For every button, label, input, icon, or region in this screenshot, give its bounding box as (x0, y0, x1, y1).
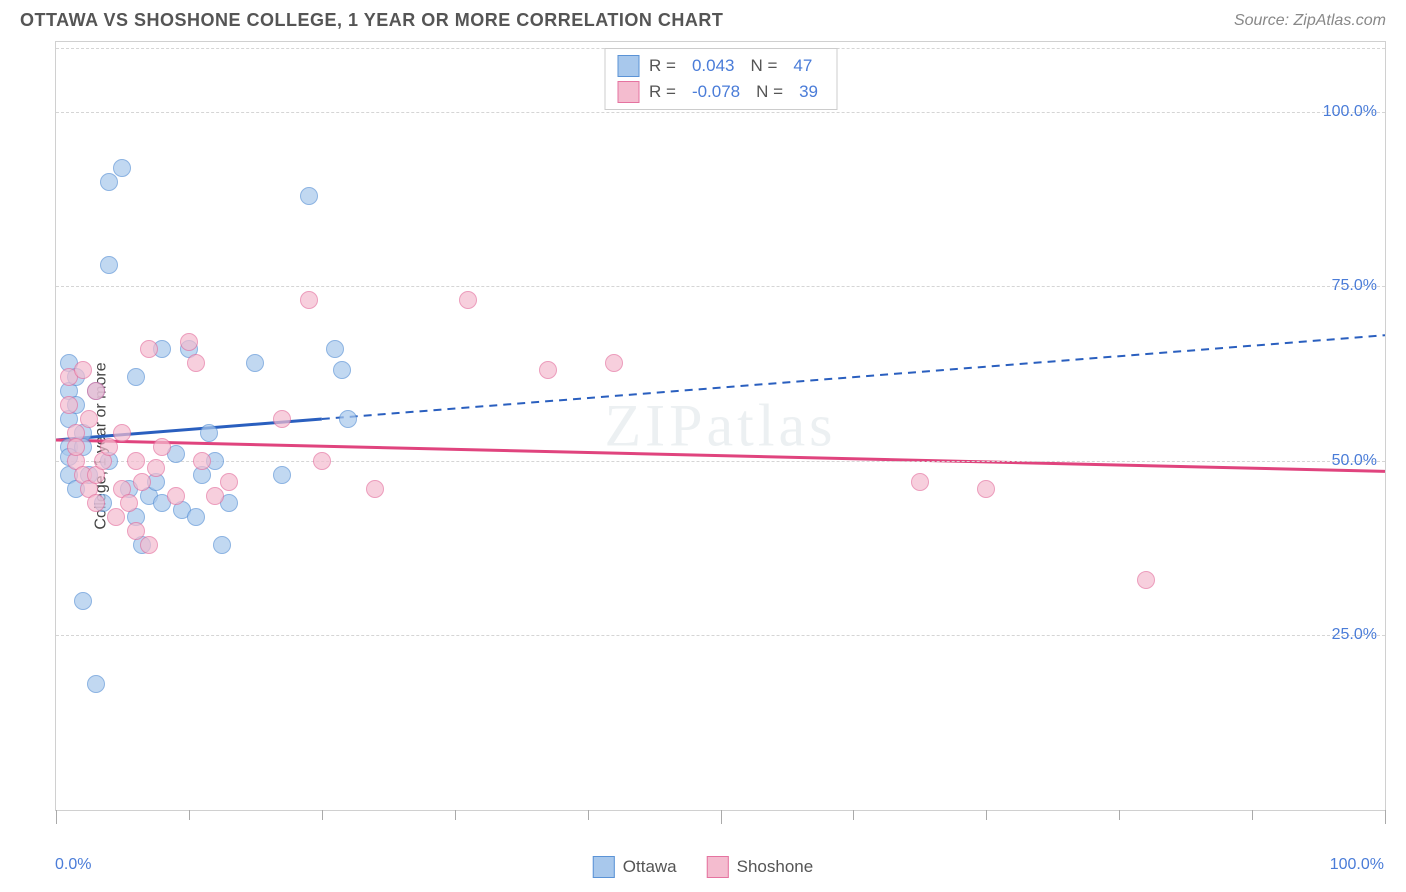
scatter-point (300, 291, 318, 309)
scatter-point (67, 438, 85, 456)
scatter-point (220, 473, 238, 491)
x-tick (853, 810, 854, 820)
scatter-point (246, 354, 264, 372)
scatter-point (213, 536, 231, 554)
x-tick (986, 810, 987, 820)
scatter-point (911, 473, 929, 491)
x-tick-major (56, 810, 57, 824)
legend-series-item: Ottawa (593, 856, 677, 878)
scatter-point (127, 452, 145, 470)
scatter-point (326, 340, 344, 358)
x-tick (322, 810, 323, 820)
gridline (56, 286, 1385, 287)
x-tick-major (721, 810, 722, 824)
scatter-point (113, 159, 131, 177)
chart-container: ZIPatlas 25.0% 50.0% 75.0% 100.0% R = 0.043 N… (55, 41, 1386, 811)
scatter-point (87, 494, 105, 512)
legend-series-item: Shoshone (707, 856, 814, 878)
x-tick (588, 810, 589, 820)
legend-series-label: Ottawa (623, 857, 677, 877)
scatter-point (87, 675, 105, 693)
scatter-point (187, 508, 205, 526)
x-tick (189, 810, 190, 820)
x-axis-min-label: 0.0% (55, 856, 91, 874)
scatter-point (127, 368, 145, 386)
legend-n-value: 47 (787, 56, 818, 76)
y-tick-label: 50.0% (1332, 452, 1377, 470)
scatter-point (539, 361, 557, 379)
chart-title: OTTAWA VS SHOSHONE COLLEGE, 1 YEAR OR MO… (20, 10, 723, 31)
y-tick-label: 75.0% (1332, 277, 1377, 295)
scatter-point (200, 424, 218, 442)
x-axis-max-label: 100.0% (1330, 856, 1384, 874)
gridline (56, 461, 1385, 462)
scatter-point (167, 487, 185, 505)
scatter-point (107, 508, 125, 526)
scatter-point (193, 452, 211, 470)
x-tick-major (1385, 810, 1386, 824)
scatter-point (339, 410, 357, 428)
scatter-point (140, 340, 158, 358)
scatter-point (74, 361, 92, 379)
legend-correlation-row: R = -0.078 N = 39 (617, 79, 824, 105)
legend-r-value: 0.043 (686, 56, 741, 76)
scatter-point (273, 410, 291, 428)
scatter-point (300, 187, 318, 205)
legend-n-label: N = (756, 82, 783, 102)
scatter-point (100, 256, 118, 274)
gridline (56, 635, 1385, 636)
scatter-point (313, 452, 331, 470)
scatter-point (147, 459, 165, 477)
scatter-point (100, 173, 118, 191)
plot-area: ZIPatlas 25.0% 50.0% 75.0% 100.0% (56, 42, 1385, 810)
source-credit: Source: ZipAtlas.com (1234, 12, 1386, 30)
scatter-point (87, 382, 105, 400)
scatter-point (113, 424, 131, 442)
scatter-point (605, 354, 623, 372)
x-tick (455, 810, 456, 820)
scatter-point (366, 480, 384, 498)
scatter-point (180, 333, 198, 351)
x-tick (1252, 810, 1253, 820)
gridline (56, 112, 1385, 113)
trend-lines (56, 42, 1385, 810)
scatter-point (80, 410, 98, 428)
scatter-point (206, 487, 224, 505)
legend-swatch (593, 856, 615, 878)
legend-r-value: -0.078 (686, 82, 746, 102)
scatter-point (100, 438, 118, 456)
y-tick-label: 100.0% (1323, 103, 1377, 121)
legend-series: Ottawa Shoshone (593, 856, 813, 878)
scatter-point (977, 480, 995, 498)
legend-swatch (617, 81, 639, 103)
legend-r-label: R = (649, 82, 676, 102)
legend-series-label: Shoshone (737, 857, 814, 877)
legend-correlation-row: R = 0.043 N = 47 (617, 53, 824, 79)
legend-swatch (707, 856, 729, 878)
scatter-point (120, 494, 138, 512)
scatter-point (1137, 571, 1155, 589)
scatter-point (133, 473, 151, 491)
legend-n-value: 39 (793, 82, 824, 102)
scatter-point (187, 354, 205, 372)
legend-r-label: R = (649, 56, 676, 76)
scatter-point (153, 438, 171, 456)
scatter-point (74, 592, 92, 610)
x-tick (1119, 810, 1120, 820)
scatter-point (60, 396, 78, 414)
legend-swatch (617, 55, 639, 77)
watermark: ZIPatlas (605, 392, 837, 461)
legend-n-label: N = (750, 56, 777, 76)
scatter-point (459, 291, 477, 309)
scatter-point (273, 466, 291, 484)
y-tick-label: 25.0% (1332, 626, 1377, 644)
scatter-point (140, 536, 158, 554)
scatter-point (333, 361, 351, 379)
legend-correlation: R =0.043N =47R =-0.078N =39 (604, 48, 837, 110)
